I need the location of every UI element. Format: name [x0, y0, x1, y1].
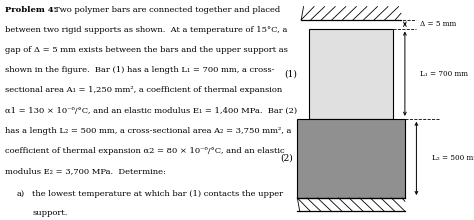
Text: between two rigid supports as shown.  At a temperature of 15°C, a: between two rigid supports as shown. At …	[5, 26, 287, 34]
Text: gap of Δ = 5 mm exists between the bars and the upper support as: gap of Δ = 5 mm exists between the bars …	[5, 46, 288, 54]
Text: shown in the figure.  Bar (1) has a length L₁ = 700 mm, a cross-: shown in the figure. Bar (1) has a lengt…	[5, 66, 274, 74]
Text: the lowest temperature at which bar (1) contacts the upper: the lowest temperature at which bar (1) …	[32, 190, 283, 198]
Text: support.: support.	[32, 209, 68, 217]
Bar	[297, 119, 405, 198]
Text: (1): (1)	[284, 69, 297, 78]
Text: Two polymer bars are connected together and placed: Two polymer bars are connected together …	[49, 6, 280, 13]
Bar	[309, 29, 393, 119]
Text: (2): (2)	[280, 154, 293, 163]
Text: α1 = 130 × 10⁻⁶/°C, and an elastic modulus E₁ = 1,400 MPa.  Bar (2): α1 = 130 × 10⁻⁶/°C, and an elastic modul…	[5, 107, 297, 115]
Text: coefficient of thermal expansion α2 = 80 × 10⁻⁶/°C, and an elastic: coefficient of thermal expansion α2 = 80…	[5, 147, 285, 155]
Text: a): a)	[17, 190, 25, 198]
Text: Δ = 5 mm: Δ = 5 mm	[420, 20, 456, 28]
Text: Problem 4:: Problem 4:	[5, 6, 57, 13]
Text: sectional area A₁ = 1,250 mm², a coefficient of thermal expansion: sectional area A₁ = 1,250 mm², a coeffic…	[5, 86, 283, 94]
Text: has a length L₂ = 500 mm, a cross-sectional area A₂ = 3,750 mm², a: has a length L₂ = 500 mm, a cross-sectio…	[5, 127, 292, 135]
Text: modulus E₂ = 3,700 MPa.  Determine:: modulus E₂ = 3,700 MPa. Determine:	[5, 167, 166, 175]
Text: L₁ = 700 mm: L₁ = 700 mm	[420, 70, 468, 78]
Text: L₂ = 500 mm: L₂ = 500 mm	[432, 154, 474, 162]
